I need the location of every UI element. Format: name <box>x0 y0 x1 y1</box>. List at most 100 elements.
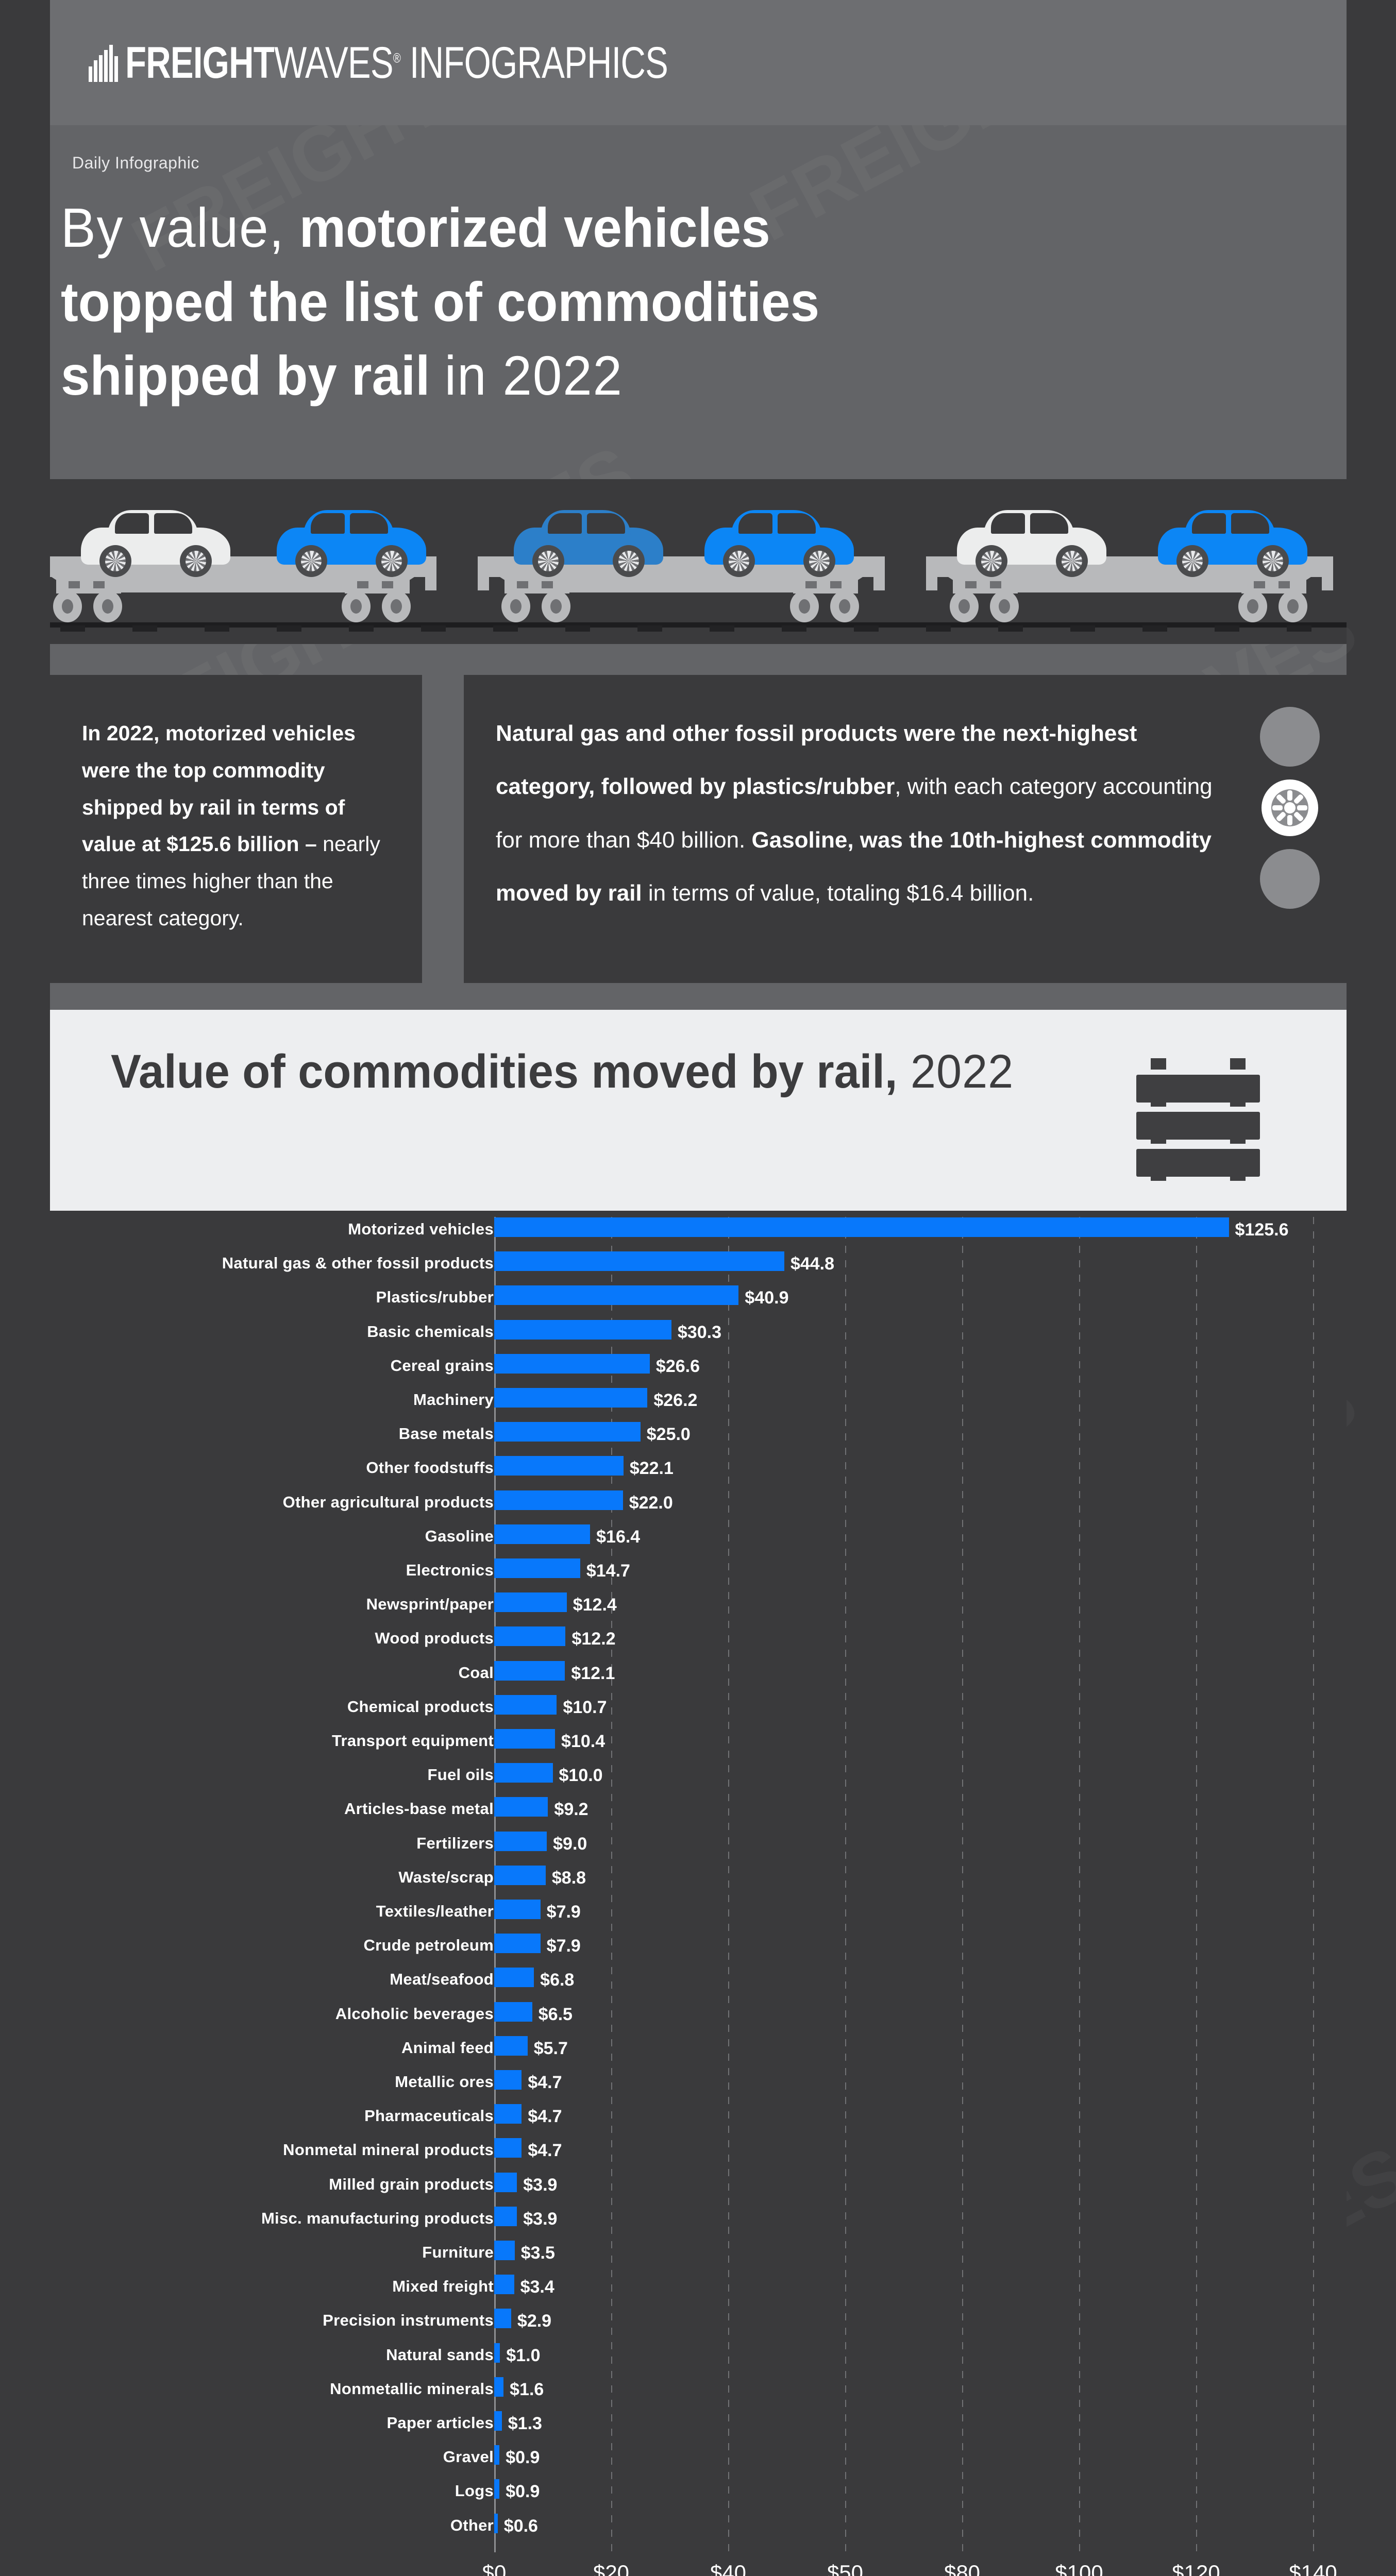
logo-suffix-text: INFOGRAPHICS <box>409 38 668 88</box>
bar <box>494 2479 500 2499</box>
bar-value-label: $7.9 <box>546 1936 581 1956</box>
bar-category-label: Natural sands <box>386 2345 494 2364</box>
bar <box>494 1592 567 1613</box>
bar <box>494 2343 500 2363</box>
flame-icon <box>1260 849 1320 909</box>
bar <box>494 1626 566 1647</box>
bar-value-label: $16.4 <box>596 1527 641 1547</box>
title-line-1-light: By value, <box>61 196 285 259</box>
bar-value-label: $4.7 <box>528 2073 562 2092</box>
bar-value-label: $1.6 <box>510 2379 544 2399</box>
bar <box>494 2138 522 2158</box>
bar <box>494 1763 553 1783</box>
callout-right: Natural gas and other fossil products we… <box>464 675 1347 983</box>
bar <box>494 1490 623 1510</box>
bar <box>494 2445 500 2465</box>
bar-value-label: $4.7 <box>528 2141 562 2161</box>
bogie <box>50 576 127 622</box>
car-icon <box>277 510 426 577</box>
rail-ties <box>50 625 1347 632</box>
gridline-40 <box>728 1217 729 2552</box>
bar-category-label: Articles-base metal <box>344 1800 494 1818</box>
bar-category-label: Plastics/rubber <box>376 1288 494 1307</box>
chart-title-light: 2022 <box>897 1045 1014 1098</box>
gridline-50 <box>845 1217 846 2552</box>
bar-value-label: $10.4 <box>561 1732 606 1751</box>
bar-category-label: Coal <box>458 1663 494 1682</box>
bar-value-label: $12.2 <box>571 1629 616 1649</box>
bar-value-label: $0.9 <box>506 2482 540 2502</box>
bar <box>494 1934 541 1954</box>
bar-category-label: Machinery <box>413 1391 494 1409</box>
bar <box>494 1660 565 1681</box>
bar <box>494 2513 498 2533</box>
car-icon <box>1158 510 1307 577</box>
bar-value-label: $3.9 <box>523 2175 558 2195</box>
bar <box>494 1285 739 1306</box>
bar-category-label: Logs <box>455 2482 494 2500</box>
bar-category-label: Precision instruments <box>323 2311 494 2330</box>
chart-title: Value of commodities moved by rail, 2022 <box>111 1042 1051 1103</box>
callout-right-text: Natural gas and other fossil products we… <box>496 707 1222 920</box>
bar-category-label: Furniture <box>422 2243 494 2261</box>
fuel-pump-icon <box>1260 707 1320 767</box>
bar-category-label: Electronics <box>406 1561 494 1579</box>
bogie <box>1235 576 1313 622</box>
logo-bold-text: FREIGHT <box>125 38 275 88</box>
x-tick-label: $80 <box>944 2561 981 2576</box>
bar <box>494 1694 557 1715</box>
bar <box>494 1353 650 1374</box>
callout-left-text: In 2022, motorized vehicles were the top… <box>82 715 390 937</box>
bar <box>494 1900 541 1919</box>
car-icon <box>514 510 663 577</box>
bogie <box>947 576 1024 622</box>
x-tick-label: $100 <box>1055 2561 1103 2576</box>
kicker-label: Daily Infographic <box>72 154 199 172</box>
gridline-20 <box>611 1217 612 2552</box>
bar-category-label: Fertilizers <box>416 1834 494 1852</box>
x-tick-label: $120 <box>1172 2561 1220 2576</box>
bar-category-label: Other foodstuffs <box>366 1459 494 1477</box>
logo-bars-icon <box>89 44 118 82</box>
bar-category-label: Basic chemicals <box>367 1322 494 1341</box>
callout-left-light: nearly three times higher than the neare… <box>82 832 380 930</box>
bar-category-label: Chemical products <box>347 1697 494 1716</box>
bar-category-label: Other agricultural products <box>282 1493 494 1511</box>
bar <box>494 1797 548 1817</box>
bar-category-label: Crude petroleum <box>363 1936 494 1955</box>
bar-value-label: $1.0 <box>506 2345 541 2365</box>
title-line-3: shipped by rail in 2022 <box>61 338 1233 413</box>
bar-category-label: Waste/scrap <box>398 1868 494 1886</box>
bar-value-label: $3.9 <box>523 2209 558 2229</box>
bar <box>494 1251 784 1272</box>
gridline-100 <box>1079 1217 1080 2552</box>
bar <box>494 2377 504 2397</box>
bar-value-label: $3.4 <box>520 2277 554 2297</box>
chart-title-bold: Value of commodities moved by rail, <box>111 1045 898 1098</box>
bar-category-label: Gravel <box>443 2448 494 2466</box>
bar-category-label: Metallic ores <box>395 2073 494 2091</box>
x-tick-label: $20 <box>593 2561 630 2576</box>
railroad-track-icon <box>1136 1055 1260 1181</box>
bar <box>494 2002 532 2022</box>
tire-icon <box>1260 778 1320 838</box>
title-line-1-bold: motorized vehicles <box>299 196 770 259</box>
title-line-2-bold: topped the list of commodities <box>61 270 820 333</box>
bar-value-label: $25.0 <box>646 1425 691 1445</box>
logo-trademark: ® <box>393 49 401 65</box>
bar-category-label: Gasoline <box>425 1527 494 1545</box>
bogie <box>339 576 416 622</box>
bar-category-label: Newsprint/paper <box>366 1595 494 1614</box>
bar-value-label: $40.9 <box>745 1288 789 1308</box>
bar-value-label: $22.1 <box>629 1459 674 1479</box>
bar <box>494 1319 671 1340</box>
callout-right-light-2: in terms of value, totaling $16.4 billio… <box>642 880 1034 906</box>
freightwaves-logo[interactable]: FREIGHTWAVES® INFOGRAPHICS <box>89 41 821 85</box>
bar-value-label: $1.3 <box>508 2414 542 2433</box>
title-line-1: By value, motorized vehicles <box>61 191 1233 265</box>
site-header: FREIGHTWAVES® INFOGRAPHICS <box>50 0 1347 125</box>
bar <box>494 1524 591 1544</box>
x-tick-label: $140 <box>1289 2561 1337 2576</box>
bar-category-label: Transport equipment <box>331 1732 494 1750</box>
bar <box>494 1422 641 1442</box>
